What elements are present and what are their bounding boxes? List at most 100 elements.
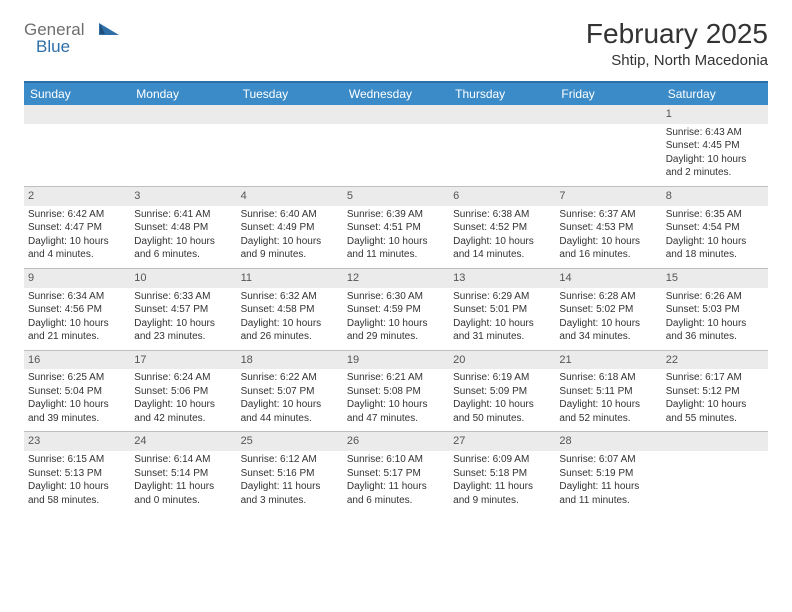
daylight-line: Daylight: 10 hours and 47 minutes. bbox=[347, 398, 445, 425]
sunset-line: Sunset: 4:59 PM bbox=[347, 303, 445, 317]
day-number: 4 bbox=[237, 186, 343, 206]
day-number bbox=[24, 105, 130, 124]
day-number: 27 bbox=[449, 431, 555, 451]
day-cell: 10Sunrise: 6:33 AMSunset: 4:57 PMDayligh… bbox=[130, 268, 236, 350]
day-cell: 26Sunrise: 6:10 AMSunset: 5:17 PMDayligh… bbox=[343, 431, 449, 513]
sunset-line: Sunset: 4:56 PM bbox=[28, 303, 126, 317]
sunset-line: Sunset: 4:54 PM bbox=[666, 221, 764, 235]
day-cell: 17Sunrise: 6:24 AMSunset: 5:06 PMDayligh… bbox=[130, 350, 236, 432]
day-info: Sunrise: 6:28 AMSunset: 5:02 PMDaylight:… bbox=[559, 290, 657, 344]
day-number: 6 bbox=[449, 186, 555, 206]
sunrise-line: Sunrise: 6:35 AM bbox=[666, 208, 764, 222]
day-number: 12 bbox=[343, 268, 449, 288]
day-cell: 24Sunrise: 6:14 AMSunset: 5:14 PMDayligh… bbox=[130, 431, 236, 513]
day-number: 21 bbox=[555, 350, 661, 370]
day-number: 22 bbox=[662, 350, 768, 370]
calendar-grid: SundayMondayTuesdayWednesdayThursdayFrid… bbox=[24, 81, 768, 513]
day-number: 16 bbox=[24, 350, 130, 370]
day-number bbox=[449, 105, 555, 124]
sunrise-line: Sunrise: 6:10 AM bbox=[347, 453, 445, 467]
daylight-line: Daylight: 10 hours and 50 minutes. bbox=[453, 398, 551, 425]
day-info: Sunrise: 6:10 AMSunset: 5:17 PMDaylight:… bbox=[347, 453, 445, 507]
day-cell bbox=[449, 105, 555, 186]
sunrise-line: Sunrise: 6:15 AM bbox=[28, 453, 126, 467]
day-cell: 5Sunrise: 6:39 AMSunset: 4:51 PMDaylight… bbox=[343, 186, 449, 268]
logo: General Blue bbox=[24, 18, 134, 60]
day-info: Sunrise: 6:29 AMSunset: 5:01 PMDaylight:… bbox=[453, 290, 551, 344]
month-title: February 2025 bbox=[586, 18, 768, 50]
day-number: 7 bbox=[555, 186, 661, 206]
weekday-header: Thursday bbox=[449, 83, 555, 105]
daylight-line: Daylight: 10 hours and 58 minutes. bbox=[28, 480, 126, 507]
daylight-line: Daylight: 11 hours and 6 minutes. bbox=[347, 480, 445, 507]
sunrise-line: Sunrise: 6:22 AM bbox=[241, 371, 339, 385]
day-info: Sunrise: 6:42 AMSunset: 4:47 PMDaylight:… bbox=[28, 208, 126, 262]
daylight-line: Daylight: 10 hours and 34 minutes. bbox=[559, 317, 657, 344]
day-number: 23 bbox=[24, 431, 130, 451]
day-info: Sunrise: 6:30 AMSunset: 4:59 PMDaylight:… bbox=[347, 290, 445, 344]
sunset-line: Sunset: 4:51 PM bbox=[347, 221, 445, 235]
daylight-line: Daylight: 11 hours and 11 minutes. bbox=[559, 480, 657, 507]
title-block: February 2025 Shtip, North Macedonia bbox=[586, 18, 768, 69]
day-cell: 23Sunrise: 6:15 AMSunset: 5:13 PMDayligh… bbox=[24, 431, 130, 513]
sunset-line: Sunset: 4:47 PM bbox=[28, 221, 126, 235]
daylight-line: Daylight: 10 hours and 2 minutes. bbox=[666, 153, 764, 180]
sunset-line: Sunset: 5:14 PM bbox=[134, 467, 232, 481]
week-row: 23Sunrise: 6:15 AMSunset: 5:13 PMDayligh… bbox=[24, 431, 768, 513]
sunset-line: Sunset: 5:13 PM bbox=[28, 467, 126, 481]
day-number bbox=[555, 105, 661, 124]
day-number: 19 bbox=[343, 350, 449, 370]
sunset-line: Sunset: 4:52 PM bbox=[453, 221, 551, 235]
day-cell: 8Sunrise: 6:35 AMSunset: 4:54 PMDaylight… bbox=[662, 186, 768, 268]
day-info: Sunrise: 6:25 AMSunset: 5:04 PMDaylight:… bbox=[28, 371, 126, 425]
day-cell: 27Sunrise: 6:09 AMSunset: 5:18 PMDayligh… bbox=[449, 431, 555, 513]
sunset-line: Sunset: 5:07 PM bbox=[241, 385, 339, 399]
day-cell: 7Sunrise: 6:37 AMSunset: 4:53 PMDaylight… bbox=[555, 186, 661, 268]
sunset-line: Sunset: 4:53 PM bbox=[559, 221, 657, 235]
day-cell bbox=[343, 105, 449, 186]
sunrise-line: Sunrise: 6:39 AM bbox=[347, 208, 445, 222]
weekday-header: Monday bbox=[130, 83, 236, 105]
sunrise-line: Sunrise: 6:30 AM bbox=[347, 290, 445, 304]
day-info: Sunrise: 6:24 AMSunset: 5:06 PMDaylight:… bbox=[134, 371, 232, 425]
day-number: 2 bbox=[24, 186, 130, 206]
sunset-line: Sunset: 5:08 PM bbox=[347, 385, 445, 399]
day-cell: 4 Sunrise: 6:40 AMSunset: 4:49 PMDaylight… bbox=[237, 186, 343, 268]
day-number: 25 bbox=[237, 431, 343, 451]
day-cell: 12Sunrise: 6:30 AMSunset: 4:59 PMDayligh… bbox=[343, 268, 449, 350]
day-number: 15 bbox=[662, 268, 768, 288]
sunset-line: Sunset: 4:48 PM bbox=[134, 221, 232, 235]
sunrise-line: Sunrise: 6:26 AM bbox=[666, 290, 764, 304]
day-cell: 15Sunrise: 6:26 AMSunset: 5:03 PMDayligh… bbox=[662, 268, 768, 350]
sunset-line: Sunset: 5:06 PM bbox=[134, 385, 232, 399]
daylight-line: Daylight: 11 hours and 3 minutes. bbox=[241, 480, 339, 507]
daylight-line: Daylight: 10 hours and 11 minutes. bbox=[347, 235, 445, 262]
daylight-line: Daylight: 10 hours and 9 minutes. bbox=[241, 235, 339, 262]
day-info: Sunrise: 6:18 AMSunset: 5:11 PMDaylight:… bbox=[559, 371, 657, 425]
day-number: 11 bbox=[237, 268, 343, 288]
page-header: General Blue February 2025 Shtip, North … bbox=[24, 18, 768, 69]
sunrise-line: Sunrise: 6:40 AM bbox=[241, 208, 339, 222]
sunset-line: Sunset: 4:49 PM bbox=[241, 221, 339, 235]
daylight-line: Daylight: 10 hours and 44 minutes. bbox=[241, 398, 339, 425]
day-info: Sunrise: 6:07 AMSunset: 5:19 PMDaylight:… bbox=[559, 453, 657, 507]
calendar-page: General Blue February 2025 Shtip, North … bbox=[0, 0, 792, 513]
day-info: Sunrise: 6:26 AMSunset: 5:03 PMDaylight:… bbox=[666, 290, 764, 344]
day-cell: 28Sunrise: 6:07 AMSunset: 5:19 PMDayligh… bbox=[555, 431, 661, 513]
day-info: Sunrise: 6:21 AMSunset: 5:08 PMDaylight:… bbox=[347, 371, 445, 425]
sunrise-line: Sunrise: 6:18 AM bbox=[559, 371, 657, 385]
day-cell bbox=[24, 105, 130, 186]
daylight-line: Daylight: 11 hours and 9 minutes. bbox=[453, 480, 551, 507]
daylight-line: Daylight: 10 hours and 39 minutes. bbox=[28, 398, 126, 425]
sunrise-line: Sunrise: 6:33 AM bbox=[134, 290, 232, 304]
day-number bbox=[343, 105, 449, 124]
week-row: 1Sunrise: 6:43 AMSunset: 4:45 PMDaylight… bbox=[24, 105, 768, 186]
day-info: Sunrise: 6:15 AMSunset: 5:13 PMDaylight:… bbox=[28, 453, 126, 507]
day-cell: 16Sunrise: 6:25 AMSunset: 5:04 PMDayligh… bbox=[24, 350, 130, 432]
daylight-line: Daylight: 10 hours and 4 minutes. bbox=[28, 235, 126, 262]
day-number: 3 bbox=[130, 186, 236, 206]
daylight-line: Daylight: 11 hours and 0 minutes. bbox=[134, 480, 232, 507]
sunrise-line: Sunrise: 6:34 AM bbox=[28, 290, 126, 304]
sunrise-line: Sunrise: 6:19 AM bbox=[453, 371, 551, 385]
day-cell: 1Sunrise: 6:43 AMSunset: 4:45 PMDaylight… bbox=[662, 105, 768, 186]
